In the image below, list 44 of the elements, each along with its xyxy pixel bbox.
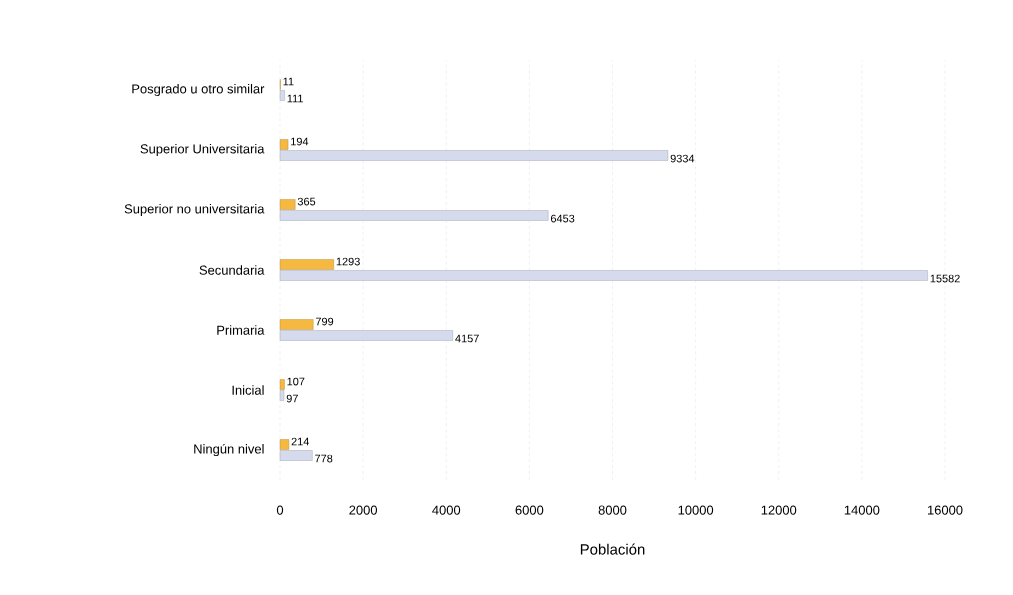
data-label: 9334 [670,154,695,163]
x-tick-label: 2000 [349,505,378,515]
bar [279,319,314,330]
y-tick-label: Superior no universitaria [124,203,265,217]
bar [279,330,453,341]
x-axis-title: Población [580,543,645,555]
data-label: 11 [283,77,294,86]
bar [279,379,285,390]
data-label: 107 [287,377,305,386]
x-tick-label: 8000 [598,505,627,515]
x-tick-label: 6000 [515,505,544,515]
data-label: 778 [315,454,333,463]
y-tick-label: Posgrado u otro similar [132,83,265,97]
data-label: 111 [287,94,303,103]
y-tick-label: Ningún nivel [194,443,264,457]
y-tick-label: Primaria [217,325,265,335]
bar [279,390,285,401]
bar [279,259,334,270]
y-tick-label: Superior Universitaria [140,143,265,157]
data-label: 4157 [455,334,479,343]
bar [279,450,313,461]
x-tick-label: 16000 [927,505,963,515]
bar [279,90,285,101]
y-tick-label: Secundaria [199,265,265,275]
x-tick-label: 12000 [761,505,797,515]
x-tick-label: 0 [276,505,284,515]
data-label: 6453 [550,214,575,223]
data-label: 214 [291,437,310,446]
bar [279,210,549,221]
bar [279,270,928,281]
bar [279,150,669,161]
x-tick-label: 10000 [678,505,714,515]
data-label: 799 [315,317,334,326]
bar [279,199,296,210]
data-label: 194 [291,137,309,146]
x-tick-label: 4000 [432,505,461,515]
bar [279,439,290,450]
x-tick-label: 14000 [844,505,880,515]
data-label: 97 [286,394,298,403]
bar [279,139,289,150]
y-tick-label: Inicial [232,385,264,395]
data-label: 365 [297,197,316,206]
data-label: 15582 [930,274,960,283]
data-label: 1293 [336,257,360,266]
